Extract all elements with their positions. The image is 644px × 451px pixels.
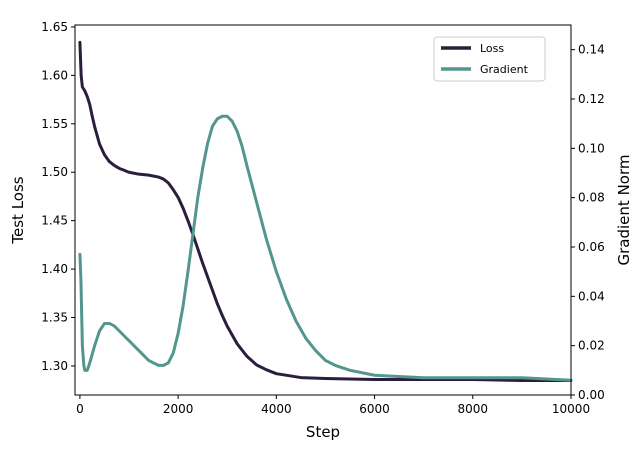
y-left-tick-label: 1.65 <box>41 20 68 34</box>
y-right-tick-label: 0.02 <box>578 339 605 353</box>
x-tick-label: 0 <box>76 402 84 416</box>
legend-label-loss: Loss <box>480 42 504 55</box>
y-right-tick-label: 0.04 <box>578 289 605 303</box>
series-line-loss <box>78 40 573 382</box>
y-right-axis-title: Gradient Norm <box>615 155 633 266</box>
y-right-tick-label: 0.12 <box>578 92 605 106</box>
y-right-tick-label: 0.10 <box>578 141 605 155</box>
y-left-tick-label: 1.50 <box>41 165 68 179</box>
y-left-tick-label: 1.60 <box>41 68 68 82</box>
y-right-tick-label: 0.14 <box>578 43 605 57</box>
y-left-tick-label: 1.40 <box>41 262 68 276</box>
y-right-tick-label: 0.00 <box>578 388 605 402</box>
y-left-tick-label: 1.55 <box>41 117 68 131</box>
x-tick-label: 6000 <box>359 402 390 416</box>
y-right-tick-label: 0.06 <box>578 240 605 254</box>
y-left-tick-label: 1.30 <box>41 359 68 373</box>
y-left-tick-label: 1.45 <box>41 214 68 228</box>
x-axis-title: Step <box>306 423 340 441</box>
plot-frame <box>74 24 572 396</box>
y-right-axis-ticks: 0.00 0.02 0.04 0.06 0.08 0.10 0.12 0.14 <box>571 43 605 402</box>
y-left-tick-label: 1.35 <box>41 311 68 325</box>
y-left-axis-ticks: 1.30 1.35 1.40 1.45 1.50 1.55 1.60 1.65 <box>41 20 75 373</box>
legend: Loss Gradient <box>433 36 546 82</box>
x-tick-label: 10000 <box>552 402 590 416</box>
x-tick-label: 8000 <box>458 402 489 416</box>
series-line-gradient <box>78 114 573 382</box>
x-tick-label: 4000 <box>261 402 292 416</box>
y-right-tick-label: 0.08 <box>578 191 605 205</box>
x-axis-ticks: 0 2000 4000 6000 8000 10000 <box>76 395 590 416</box>
y-left-axis-title: Test Loss <box>9 176 27 244</box>
legend-label-gradient: Gradient <box>480 63 529 76</box>
plot-background <box>75 25 571 395</box>
x-tick-label: 2000 <box>163 402 194 416</box>
series-layer <box>78 40 573 382</box>
